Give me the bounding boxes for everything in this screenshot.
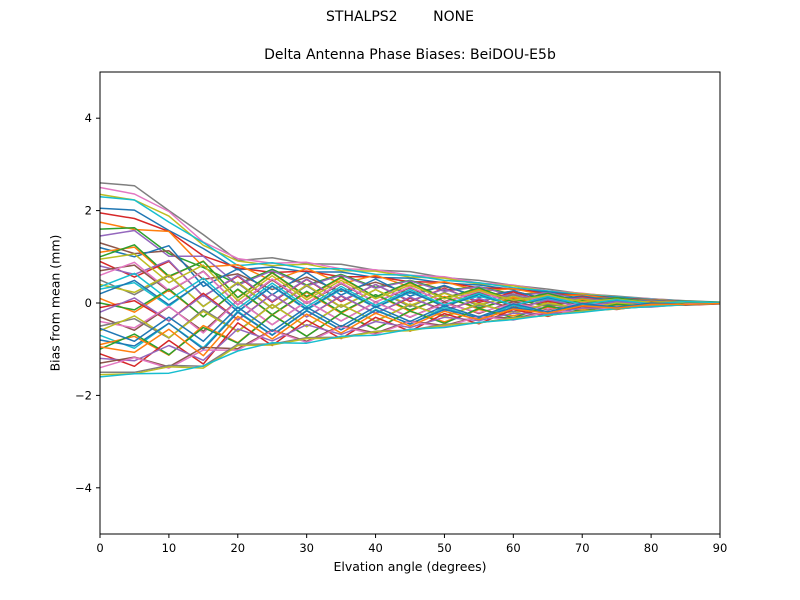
y-tick-label: 4 (85, 111, 92, 125)
x-tick-label: 50 (437, 541, 452, 555)
x-axis-label: Elvation angle (degrees) (333, 559, 487, 574)
series-line (99, 242, 721, 304)
series-line (99, 182, 721, 303)
figure-suptitle: STHALPS2 NONE (326, 9, 474, 25)
y-tick-label: −4 (75, 481, 92, 495)
x-tick-label: 70 (575, 541, 590, 555)
x-tick-label: 30 (299, 541, 314, 555)
series-line (99, 302, 721, 343)
y-tick-label: 2 (85, 204, 92, 218)
series-line (99, 272, 721, 310)
series-line (99, 244, 721, 304)
series-line (99, 302, 721, 356)
y-axis-label: Bias from mean (mm) (47, 234, 63, 372)
series-line (99, 221, 721, 304)
series-line (99, 299, 721, 334)
series-line (99, 301, 720, 339)
chart-title: Delta Antenna Phase Biases: BeiDOU-E5b (264, 47, 556, 63)
x-tick-label: 0 (96, 541, 103, 555)
x-tick-label: 40 (368, 541, 383, 555)
series-line (100, 302, 721, 374)
series-line (99, 302, 721, 376)
y-tick-label: 0 (85, 296, 92, 310)
x-tick-label: 20 (230, 541, 245, 555)
y-tick-label: −2 (75, 388, 92, 402)
series-line (99, 293, 721, 322)
series-line (99, 302, 721, 357)
x-tick-label: 90 (713, 541, 728, 555)
x-tick-label: 80 (644, 541, 659, 555)
x-tick-label: 10 (162, 541, 177, 555)
x-tick-label: 60 (506, 541, 521, 555)
